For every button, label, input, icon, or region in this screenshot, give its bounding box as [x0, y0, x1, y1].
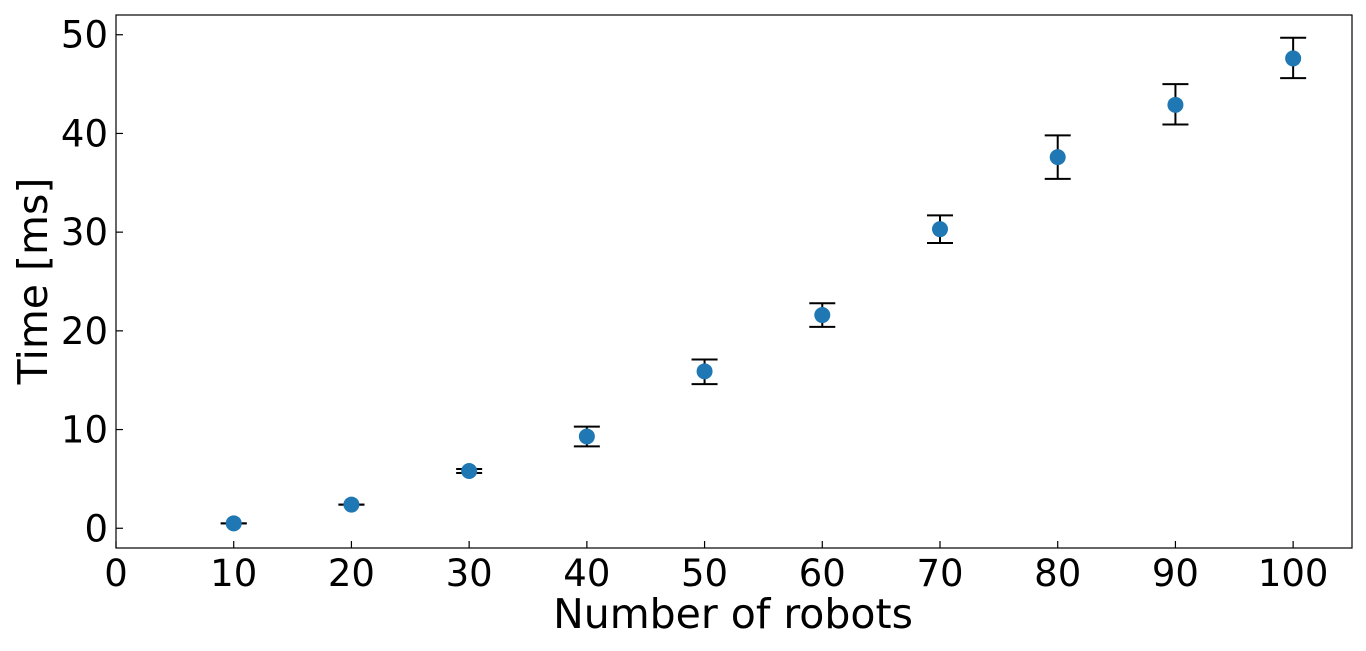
- x-tick-label: 20: [328, 552, 375, 595]
- plot-area: [115, 14, 1353, 549]
- data-point: [461, 463, 478, 480]
- x-tick-label: 90: [1152, 552, 1199, 595]
- y-tick-label: 0: [84, 507, 108, 550]
- y-tick-label: 40: [61, 112, 108, 155]
- x-tick-label: 40: [563, 552, 610, 595]
- y-axis: 0 10 20 30 40 50: [61, 14, 123, 550]
- y-tick-label: 30: [61, 211, 108, 254]
- data-point: [932, 221, 948, 238]
- x-tick-label: 70: [916, 552, 963, 595]
- y-axis-label: Time [ms]: [9, 178, 57, 386]
- x-axis: 0 10 20 30 40 50 60 70 80 90 100: [104, 541, 1328, 595]
- x-tick-label: 100: [1258, 552, 1329, 595]
- data-point: [814, 307, 831, 324]
- x-tick-label: 50: [681, 552, 728, 595]
- plot-frame: [115, 14, 1353, 549]
- x-tick-label: 60: [799, 552, 846, 595]
- y-tick-label: 50: [61, 14, 108, 57]
- y-tick-label: 10: [61, 409, 108, 452]
- data-point: [1285, 50, 1302, 67]
- x-tick-label: 10: [210, 552, 257, 595]
- x-tick-label: 80: [1034, 552, 1081, 595]
- x-axis-label: Number of robots: [553, 590, 913, 638]
- data-point: [1049, 149, 1066, 166]
- y-tick-label: 20: [61, 310, 108, 353]
- x-tick-label: 30: [446, 552, 493, 595]
- data-point: [1167, 96, 1184, 113]
- data-point: [578, 428, 595, 445]
- data-point: [225, 515, 242, 532]
- x-tick-label: 0: [104, 552, 128, 595]
- data-point: [696, 363, 713, 380]
- data-point: [343, 496, 360, 513]
